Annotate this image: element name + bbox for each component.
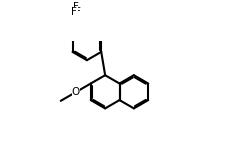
Text: O: O bbox=[71, 87, 79, 97]
Text: F: F bbox=[70, 7, 76, 17]
Text: F: F bbox=[72, 2, 78, 12]
Text: F: F bbox=[75, 7, 81, 17]
